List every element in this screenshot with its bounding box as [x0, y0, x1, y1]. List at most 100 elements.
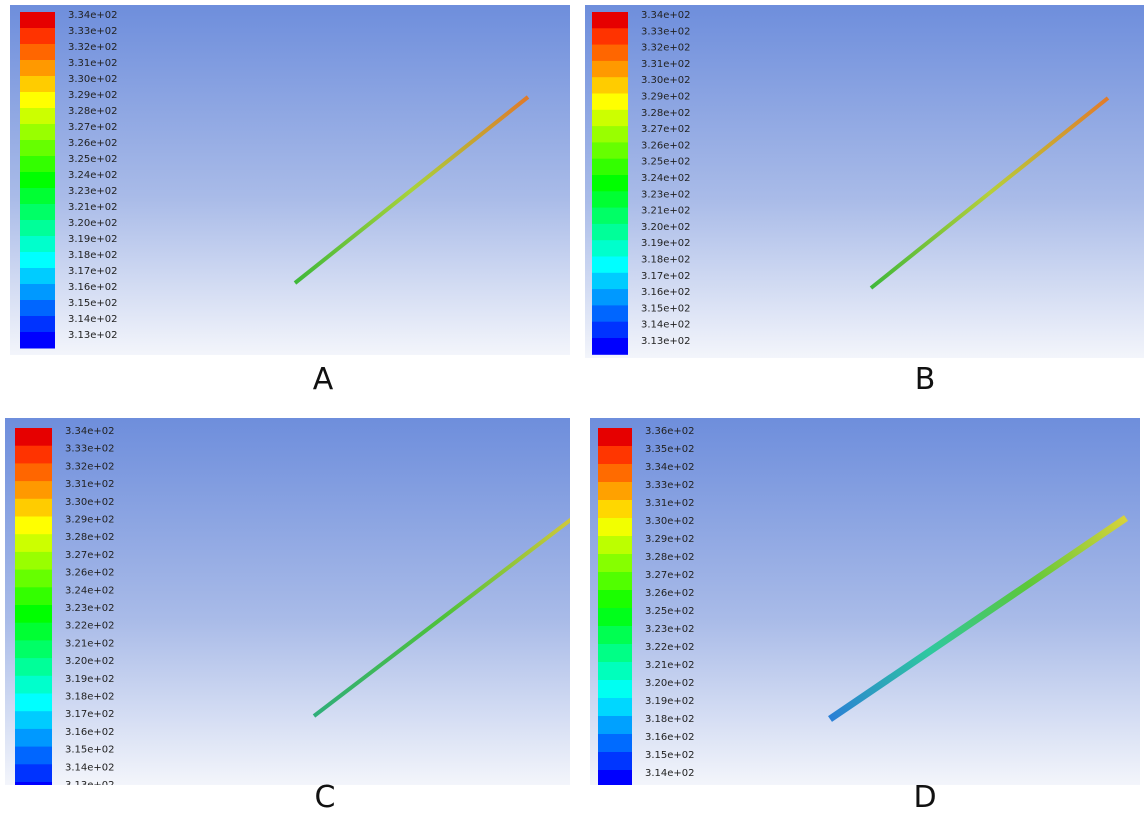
- background: [590, 418, 1140, 785]
- colorbar-band: [592, 28, 628, 46]
- colorbar-label: 3.27e+02: [68, 122, 118, 133]
- colorbar-label: 3.26e+02: [641, 140, 691, 151]
- colorbar-label: 3.15e+02: [641, 303, 691, 314]
- panel-label: A: [312, 362, 334, 397]
- colorbar-label: 3.23e+02: [65, 603, 115, 614]
- colorbar-label: 3.29e+02: [65, 515, 115, 526]
- colorbar-label: 3.17e+02: [65, 709, 115, 720]
- colorbar-label: 3.13e+02: [68, 330, 118, 341]
- colorbar-label: 3.32e+02: [68, 42, 118, 53]
- colorbar-band: [598, 464, 632, 483]
- colorbar-label: 3.33e+02: [68, 26, 118, 37]
- colorbar-band: [20, 44, 55, 61]
- colorbar-band: [20, 76, 55, 93]
- colorbar-band: [592, 93, 628, 111]
- colorbar-label: 3.18e+02: [645, 714, 695, 725]
- colorbar-label: 3.30e+02: [65, 497, 115, 508]
- colorbar-label: 3.14e+02: [641, 320, 691, 331]
- colorbar-band: [592, 191, 628, 209]
- colorbar-label: 3.20e+02: [641, 222, 691, 233]
- colorbar-label: 3.31e+02: [65, 479, 115, 490]
- colorbar-label: 3.21e+02: [641, 206, 691, 217]
- colorbar-label: 3.23e+02: [68, 186, 118, 197]
- colorbar-band: [592, 109, 628, 127]
- colorbar-label: 3.29e+02: [641, 92, 691, 103]
- colorbar-label: 3.17e+02: [641, 271, 691, 282]
- colorbar-band: [598, 500, 632, 519]
- colorbar-label: 3.27e+02: [65, 550, 115, 561]
- tube: [312, 517, 570, 718]
- colorbar-label: 3.17e+02: [68, 266, 118, 277]
- colorbar-label: 3.34e+02: [68, 10, 118, 21]
- contour-panel: 3.36e+02 3.35e+02 3.34e+02 3.33e+02 3.31e+02…: [590, 418, 1140, 785]
- colorbar-band: [592, 44, 628, 62]
- background: [5, 418, 570, 785]
- colorbar-label: 3.26e+02: [68, 138, 118, 149]
- contour-panel: 3.34e+02 3.33e+02 3.32e+02 3.31e+02 3.30e+02…: [5, 418, 570, 785]
- colorbar-label: 3.19e+02: [65, 674, 115, 685]
- colorbar-label: 3.24e+02: [65, 585, 115, 596]
- colorbar-label: 3.19e+02: [641, 238, 691, 249]
- colorbar-label: 3.30e+02: [645, 516, 695, 527]
- colorbar-band: [592, 126, 628, 143]
- colorbar-label: 3.35e+02: [645, 444, 695, 455]
- colorbar-band: [20, 332, 55, 349]
- colorbar-band: [15, 728, 52, 748]
- colorbar-label: 3.16e+02: [645, 732, 695, 743]
- colorbar-label: 3.22e+02: [645, 642, 695, 653]
- colorbar-band: [592, 158, 628, 176]
- colorbar-label: 3.22e+02: [65, 621, 115, 632]
- colorbar-label: 3.21e+02: [65, 638, 115, 649]
- colorbar-label: 3.25e+02: [641, 157, 691, 168]
- colorbar-band: [20, 316, 55, 333]
- colorbar-band: [592, 142, 628, 160]
- colorbar-band: [598, 518, 632, 537]
- panel-label: C: [314, 780, 336, 815]
- colorbar-band: [592, 77, 628, 94]
- colorbar-label: 3.21e+02: [645, 660, 695, 671]
- colorbar-label: 3.21e+02: [68, 202, 118, 213]
- colorbar-band: [20, 124, 55, 141]
- colorbar-label: 3.19e+02: [68, 234, 118, 245]
- colorbar-band: [598, 770, 632, 785]
- colorbar-label: 3.32e+02: [641, 43, 691, 54]
- colorbar-label: 3.14e+02: [68, 314, 118, 325]
- colorbar-band: [598, 680, 632, 699]
- colorbar-band: [592, 60, 628, 78]
- tube: [293, 95, 530, 285]
- colorbar-label: 3.30e+02: [641, 75, 691, 86]
- colorbar-band: [15, 428, 52, 447]
- panel-label: D: [913, 780, 937, 815]
- colorbar-band: [20, 268, 55, 285]
- colorbar-label: 3.18e+02: [641, 255, 691, 266]
- colorbar-label: 3.26e+02: [645, 588, 695, 599]
- colorbar-band: [20, 172, 55, 189]
- colorbar-band: [598, 626, 632, 645]
- colorbar-band: [598, 482, 632, 501]
- colorbar-label: 3.33e+02: [65, 444, 115, 455]
- colorbar-label: 3.20e+02: [65, 656, 115, 667]
- colorbar-band: [592, 207, 628, 225]
- colorbar-label: 3.28e+02: [645, 552, 695, 563]
- colorbar-label: 3.29e+02: [68, 90, 118, 101]
- colorbar-band: [15, 534, 52, 553]
- colorbar-band: [598, 734, 632, 753]
- colorbar-band: [20, 92, 55, 109]
- colorbar-label: 3.28e+02: [68, 106, 118, 117]
- colorbar-band: [598, 572, 632, 591]
- colorbar-band: [598, 428, 632, 447]
- colorbar-band: [20, 252, 55, 269]
- colorbar-band: [20, 204, 55, 221]
- colorbar-band: [15, 693, 52, 712]
- colorbar-band: [598, 590, 632, 609]
- colorbar-band: [20, 12, 55, 29]
- colorbar-label: 3.18e+02: [68, 250, 118, 261]
- colorbar-band: [15, 782, 52, 785]
- colorbar-label: 3.14e+02: [645, 768, 695, 779]
- colorbar-label: 3.16e+02: [641, 287, 691, 298]
- colorbar-band: [15, 711, 52, 730]
- colorbar-label: 3.18e+02: [65, 692, 115, 703]
- colorbar-band: [592, 305, 628, 323]
- colorbar-band: [598, 446, 632, 465]
- colorbar-label: 3.33e+02: [645, 480, 695, 491]
